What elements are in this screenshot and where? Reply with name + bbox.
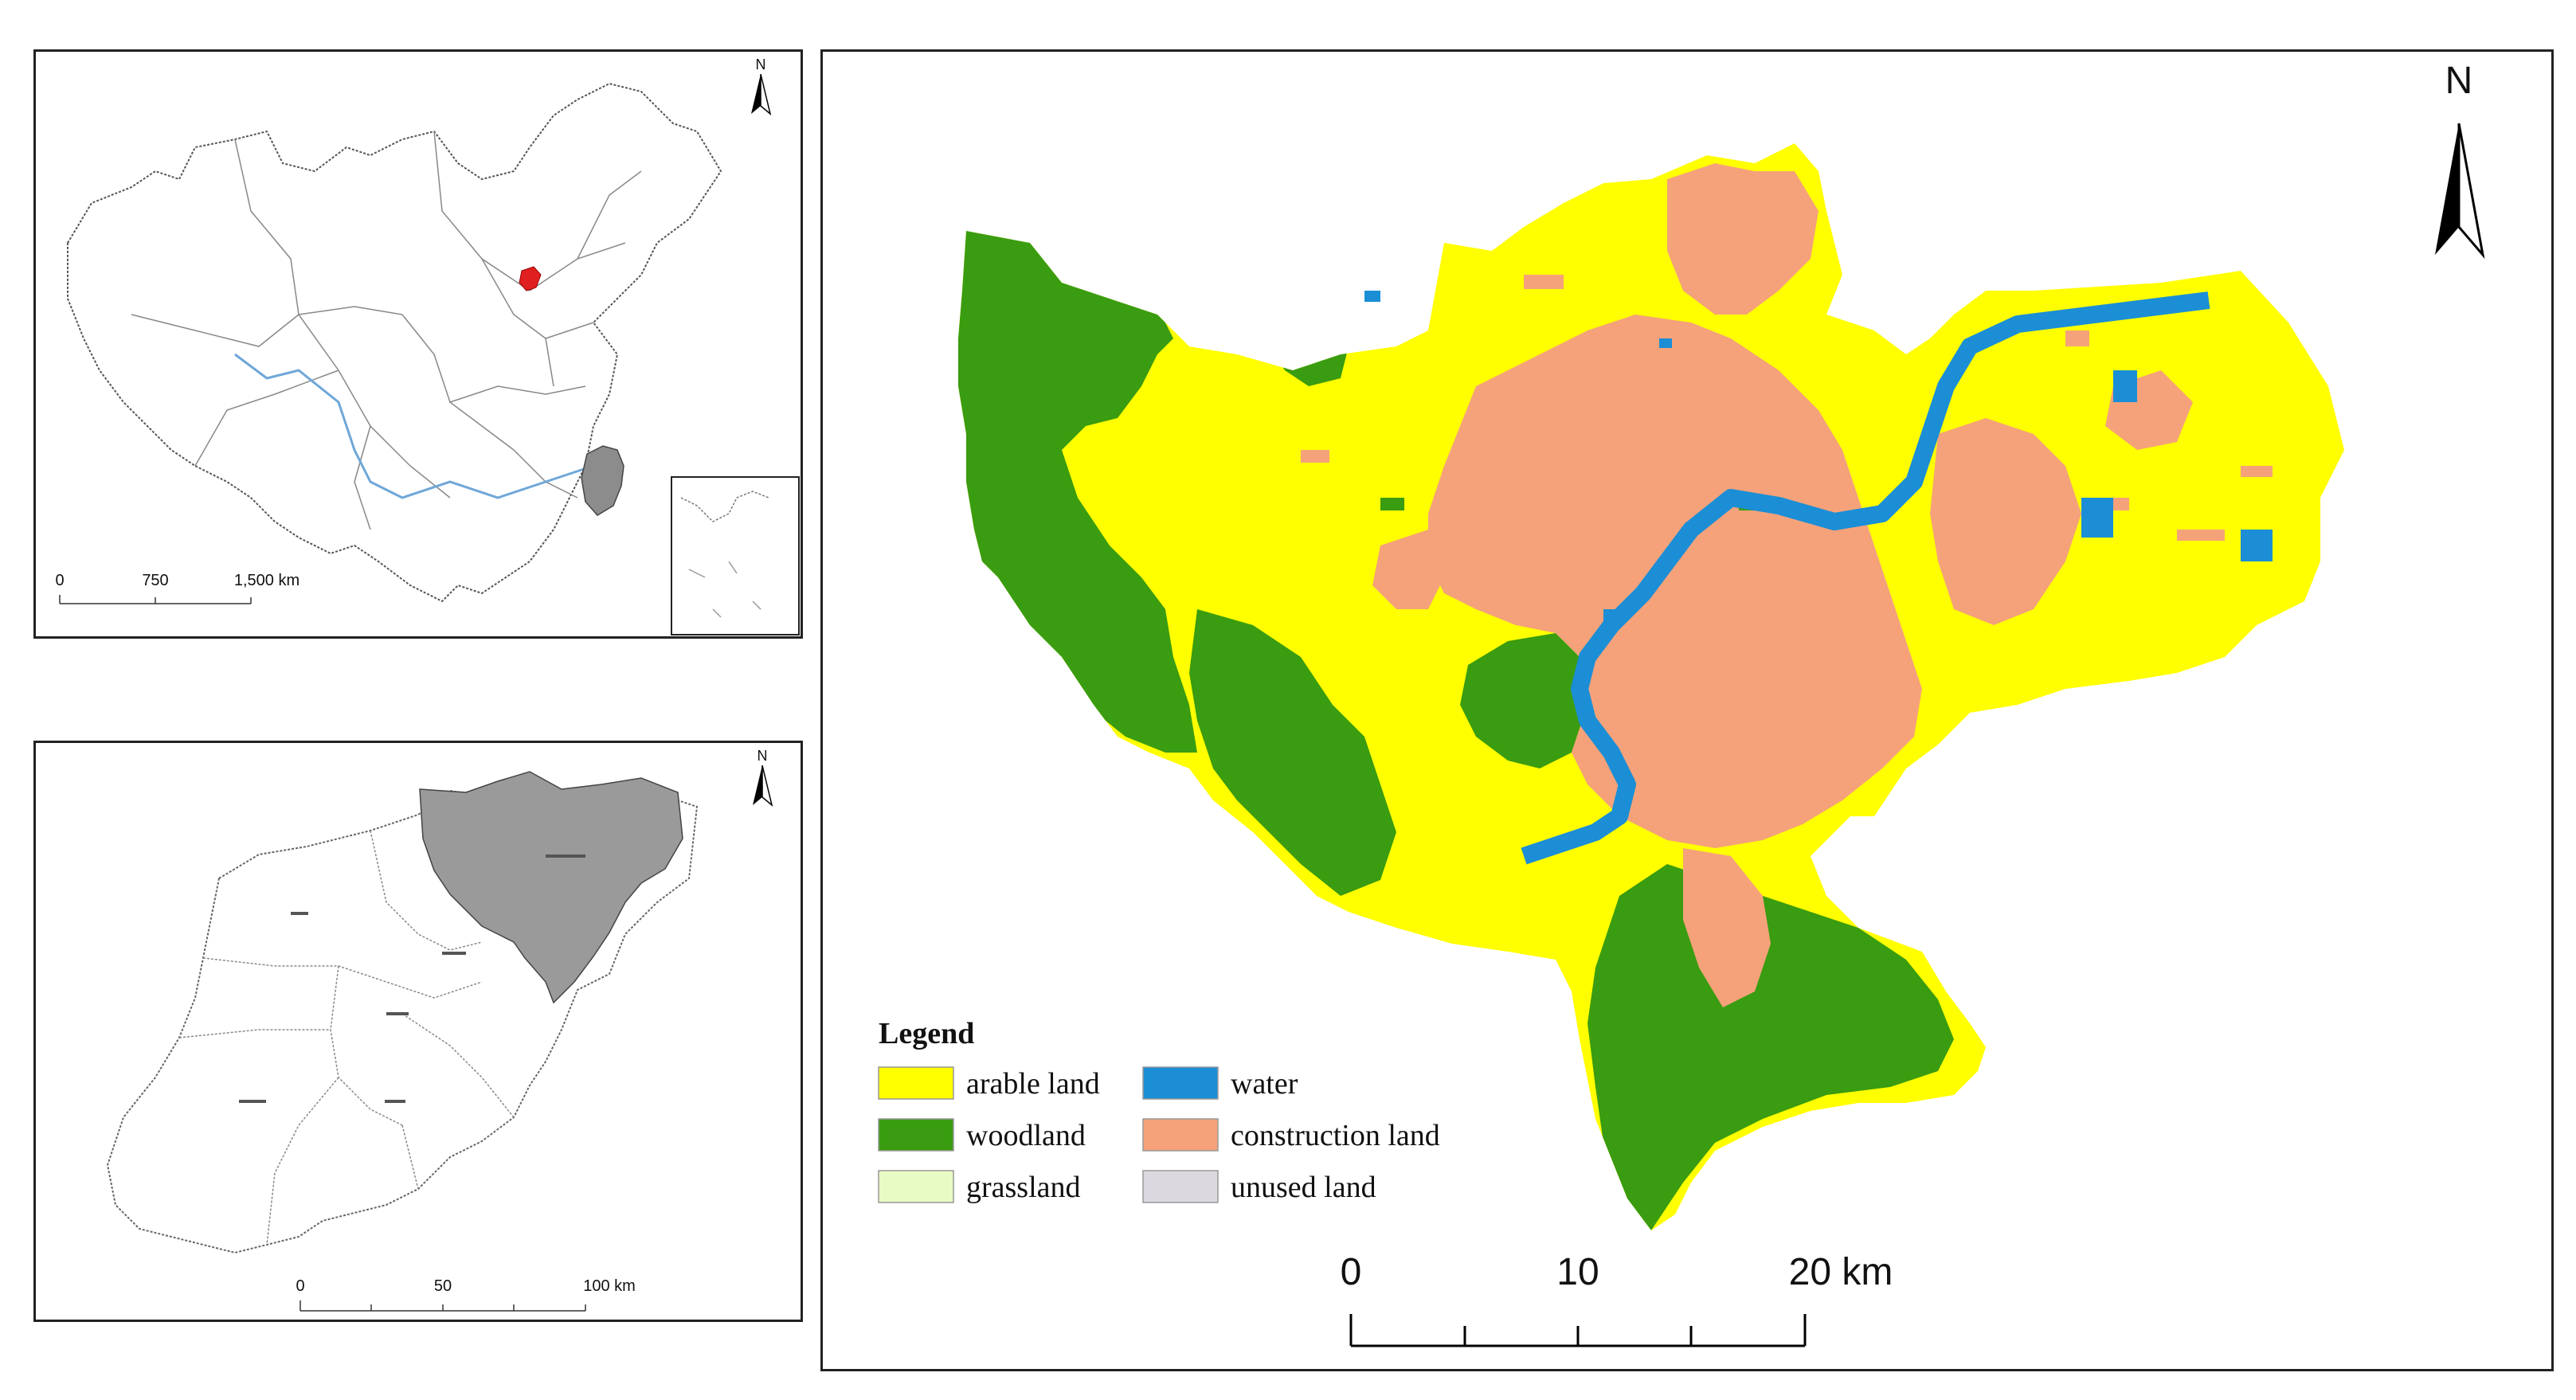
north-arrow-icon: N [753,748,773,808]
china-scale-bar: 0 750 1,500 km [55,572,299,604]
china-overview-map: N 0 750 1,500 km [55,57,800,635]
legend-label-construction: construction land [1231,1119,1440,1152]
land-use-main-map: N Legend arable land water woodland cons… [820,49,2554,1371]
scale-tick-1: 10 [1556,1251,1599,1293]
svg-text:N: N [758,748,768,764]
scale-tick-2: 20 km [1789,1251,1893,1293]
scale-tick-2: 1,500 km [234,572,299,589]
yangtze-river [234,353,594,499]
main-scale-bar: 0 10 20 km [1341,1251,1893,1347]
legend-label-unused: unused land [1231,1171,1376,1204]
construction-east [1930,418,2081,625]
woodland-west [958,211,1197,753]
county-label-marks [239,854,585,1103]
woodland-south [1587,864,1954,1230]
scale-tick-2: 100 km [583,1277,636,1295]
woodland-central [1460,633,1587,768]
province-boundaries [131,131,642,530]
scale-tick-0: 0 [55,572,64,589]
hangzhou-highlight [419,771,683,1004]
capital-marker [519,266,542,291]
north-arrow-icon: N [2435,60,2485,260]
woodland-southwest [1189,609,1396,896]
svg-text:N: N [2445,60,2473,102]
legend-title: Legend [879,1017,974,1050]
legend-swatch-construction [1142,1118,1219,1152]
construction-core [1428,315,1922,848]
construction-south [1683,848,1771,1007]
legend-swatch-unused [1142,1170,1219,1203]
province-inset: N 0 50 100 km [33,741,803,1322]
legend-label-woodland: woodland [966,1119,1086,1152]
river-water [1521,291,2210,865]
land-use-map: N Legend arable land water woodland cons… [878,60,2485,1347]
china-overview-inset: N 0 750 1,500 km [33,49,803,639]
legend-swatch-arable [878,1066,954,1100]
construction-west [1372,530,1444,609]
legend-label-water: water [1231,1067,1298,1101]
legend-swatch-grassland [878,1170,954,1203]
legend-label-arable: arable land [966,1067,1100,1101]
scale-tick-0: 0 [1341,1251,1362,1293]
legend-swatch-woodland [878,1118,954,1152]
scale-tick-0: 0 [296,1277,304,1295]
construction-north [1667,163,1818,315]
county-boundaries [178,830,515,1246]
scale-tick-1: 50 [434,1277,452,1295]
legend-swatch-water [1142,1066,1219,1100]
scale-tick-1: 750 [142,572,168,589]
province-scale-bar: 0 50 100 km [296,1277,636,1312]
north-arrow-icon: N [751,57,772,116]
woodland-patch-east [2185,665,2241,713]
legend: Legend arable land water woodland constr… [878,1017,1440,1204]
svg-text:N: N [756,57,766,72]
water-bodies [1364,291,2273,627]
china-outline [67,82,722,603]
highlighted-province [581,445,624,516]
province-map: N 0 50 100 km [106,748,773,1312]
legend-label-grassland: grassland [966,1171,1081,1204]
